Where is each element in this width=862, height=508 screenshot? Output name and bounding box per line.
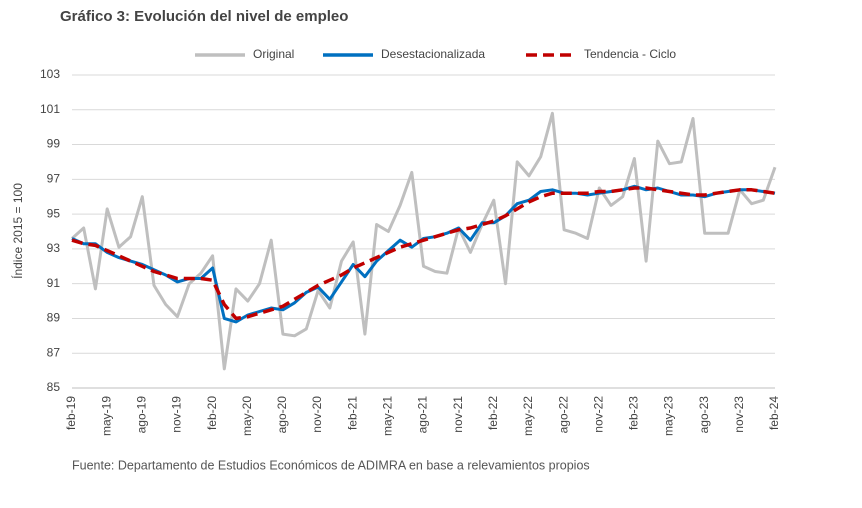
- x-tick-label: may-23: [662, 396, 676, 436]
- series-line: [71, 184, 776, 324]
- x-tick-label: nov-22: [591, 396, 605, 433]
- x-tick-label: nov-19: [170, 396, 184, 433]
- series-line: [70, 111, 777, 371]
- x-tick-label: feb-23: [627, 396, 641, 430]
- y-tick-label: 85: [47, 380, 61, 394]
- legend-label: Desestacionalizada: [381, 47, 485, 61]
- x-tick-label: nov-21: [451, 396, 465, 433]
- x-tick-label: ago-22: [556, 396, 570, 434]
- x-tick-label: feb-20: [205, 396, 219, 430]
- y-tick-label: 103: [40, 67, 60, 81]
- x-tick-label: nov-23: [732, 396, 746, 433]
- y-tick-label: 91: [47, 276, 61, 290]
- x-tick-label: feb-19: [64, 396, 78, 430]
- y-tick-label: 89: [47, 311, 61, 325]
- x-tick-label: feb-22: [486, 396, 500, 430]
- x-tick-label: may-21: [381, 396, 395, 436]
- x-tick-label: may-19: [99, 396, 113, 436]
- y-tick-label: 95: [47, 206, 61, 220]
- legend-label: Original: [253, 47, 294, 61]
- source-note: Fuente: Departamento de Estudios Económi…: [72, 458, 590, 472]
- y-axis-label: Índice 2015 = 100: [10, 183, 25, 279]
- y-tick-label: 87: [47, 345, 61, 359]
- x-tick-label: feb-21: [345, 396, 359, 430]
- x-tick-label: nov-20: [310, 396, 324, 433]
- y-tick-label: 101: [40, 102, 60, 116]
- chart-title: Gráfico 3: Evolución del nivel de empleo: [60, 8, 348, 25]
- legend-label: Tendencia - Ciclo: [584, 47, 676, 61]
- x-tick-label: ago-23: [697, 396, 711, 434]
- series-line: [71, 186, 776, 321]
- y-tick-label: 97: [47, 172, 61, 186]
- x-tick-label: ago-20: [275, 396, 289, 434]
- x-tick-label: ago-21: [416, 396, 430, 434]
- y-tick-label: 99: [47, 137, 61, 151]
- x-tick-label: feb-24: [767, 396, 781, 430]
- y-tick-label: 93: [47, 241, 61, 255]
- x-tick-label: ago-19: [134, 396, 148, 434]
- x-tick-label: may-20: [240, 396, 254, 436]
- x-tick-label: may-22: [521, 396, 535, 436]
